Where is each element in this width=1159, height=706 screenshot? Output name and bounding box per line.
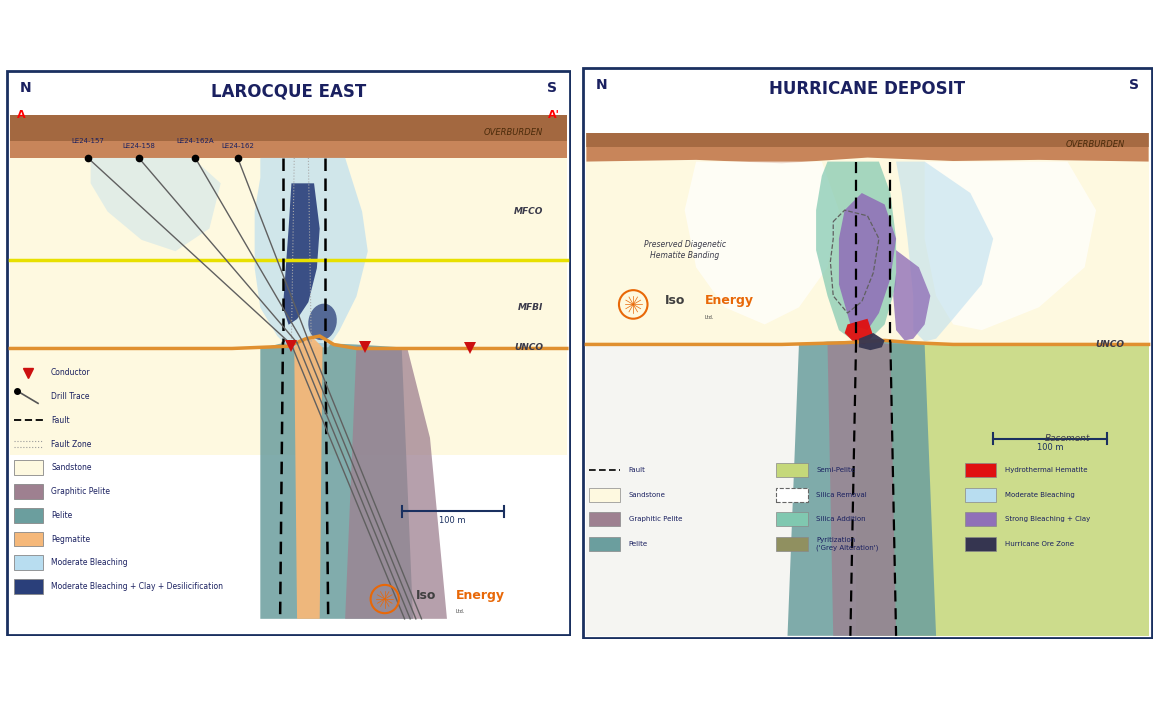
Text: 100 m: 100 m bbox=[1037, 443, 1064, 452]
Polygon shape bbox=[839, 193, 896, 330]
Text: OVERBURDEN: OVERBURDEN bbox=[1065, 140, 1124, 149]
Bar bbox=[589, 513, 620, 526]
Text: S: S bbox=[547, 80, 557, 95]
Polygon shape bbox=[816, 162, 896, 342]
Polygon shape bbox=[10, 116, 567, 141]
Text: Pegmatite: Pegmatite bbox=[51, 534, 90, 544]
Text: Pelite: Pelite bbox=[628, 541, 648, 547]
Bar bbox=[14, 556, 43, 570]
Text: Hurricane Ore Zone: Hurricane Ore Zone bbox=[1005, 541, 1073, 547]
Text: Moderate Bleaching: Moderate Bleaching bbox=[51, 558, 127, 568]
Text: N: N bbox=[20, 80, 31, 95]
Polygon shape bbox=[925, 162, 1096, 330]
Text: Iso: Iso bbox=[416, 589, 436, 602]
Text: MFBI: MFBI bbox=[518, 304, 544, 312]
Polygon shape bbox=[10, 116, 567, 158]
Polygon shape bbox=[261, 342, 413, 619]
Text: Fault: Fault bbox=[51, 416, 70, 425]
Text: Energy: Energy bbox=[455, 589, 504, 602]
Bar bbox=[964, 488, 996, 501]
Polygon shape bbox=[894, 250, 931, 340]
FancyBboxPatch shape bbox=[583, 68, 1152, 638]
Bar bbox=[964, 463, 996, 477]
Text: Preserved Diagenetic
Hematite Banding: Preserved Diagenetic Hematite Banding bbox=[643, 241, 726, 260]
Bar bbox=[777, 537, 808, 551]
Text: LE24-162A: LE24-162A bbox=[176, 138, 214, 144]
Text: A: A bbox=[17, 110, 25, 120]
Text: N: N bbox=[596, 78, 607, 92]
Text: LE24-158: LE24-158 bbox=[122, 143, 155, 150]
Polygon shape bbox=[586, 133, 1149, 148]
FancyBboxPatch shape bbox=[10, 116, 567, 455]
Polygon shape bbox=[345, 346, 447, 619]
Text: Pyritization
('Grey Alteration'): Pyritization ('Grey Alteration') bbox=[816, 537, 879, 551]
Text: HURRICANE DEPOSIT: HURRICANE DEPOSIT bbox=[770, 80, 965, 98]
Bar bbox=[586, 133, 1149, 345]
Text: Pelite: Pelite bbox=[51, 511, 72, 520]
Bar bbox=[14, 579, 43, 594]
Polygon shape bbox=[586, 133, 1149, 163]
Bar bbox=[964, 537, 996, 551]
Ellipse shape bbox=[308, 304, 337, 340]
Bar bbox=[586, 113, 1149, 133]
Polygon shape bbox=[828, 342, 896, 636]
Text: Moderate Bleaching: Moderate Bleaching bbox=[1005, 491, 1074, 498]
Text: Graphitic Pelite: Graphitic Pelite bbox=[628, 516, 681, 522]
Text: LAROCQUE EAST: LAROCQUE EAST bbox=[211, 83, 366, 101]
Bar bbox=[14, 484, 43, 499]
Bar bbox=[589, 537, 620, 551]
Polygon shape bbox=[685, 162, 839, 325]
Text: OVERBURDEN: OVERBURDEN bbox=[483, 128, 544, 137]
Text: Ltd.: Ltd. bbox=[705, 314, 714, 320]
Text: Conductor: Conductor bbox=[51, 369, 90, 377]
Polygon shape bbox=[859, 333, 884, 350]
FancyBboxPatch shape bbox=[7, 71, 570, 635]
Text: Graphitic Pelite: Graphitic Pelite bbox=[51, 487, 110, 496]
Text: Strong Bleaching + Clay: Strong Bleaching + Clay bbox=[1005, 516, 1089, 522]
Text: Silica Addition: Silica Addition bbox=[816, 516, 866, 522]
Bar bbox=[589, 488, 620, 501]
Bar bbox=[14, 532, 43, 546]
Polygon shape bbox=[787, 342, 936, 636]
Text: 100 m: 100 m bbox=[439, 515, 466, 525]
Polygon shape bbox=[857, 345, 1149, 636]
Text: UNCO: UNCO bbox=[1095, 340, 1124, 349]
Text: Sandstone: Sandstone bbox=[51, 463, 92, 472]
Polygon shape bbox=[294, 339, 322, 619]
Bar bbox=[14, 460, 43, 475]
Text: Basement: Basement bbox=[1044, 434, 1091, 443]
Text: Sandstone: Sandstone bbox=[628, 491, 665, 498]
Polygon shape bbox=[90, 158, 220, 251]
Text: Semi-Pelite: Semi-Pelite bbox=[816, 467, 855, 473]
Text: A': A' bbox=[548, 110, 560, 120]
Polygon shape bbox=[845, 318, 873, 345]
Text: Silica Removal: Silica Removal bbox=[816, 491, 867, 498]
Text: Iso: Iso bbox=[664, 294, 685, 307]
Bar bbox=[14, 508, 43, 522]
Text: MFCO: MFCO bbox=[513, 207, 544, 216]
Polygon shape bbox=[255, 158, 367, 347]
Text: Fault Zone: Fault Zone bbox=[51, 440, 92, 448]
Text: LE24-162: LE24-162 bbox=[221, 143, 254, 150]
Polygon shape bbox=[283, 184, 320, 325]
Polygon shape bbox=[896, 162, 993, 342]
Text: Drill Trace: Drill Trace bbox=[51, 392, 89, 401]
Text: Energy: Energy bbox=[705, 294, 753, 307]
Text: Moderate Bleaching + Clay + Desilicification: Moderate Bleaching + Clay + Desilicifica… bbox=[51, 582, 223, 591]
Text: Ltd.: Ltd. bbox=[455, 609, 465, 614]
Bar bbox=[777, 513, 808, 526]
Text: UNCO: UNCO bbox=[515, 343, 544, 352]
Text: S: S bbox=[1129, 78, 1139, 92]
Text: Hydrothermal Hematite: Hydrothermal Hematite bbox=[1005, 467, 1087, 473]
Bar bbox=[777, 488, 808, 501]
Bar bbox=[964, 513, 996, 526]
Bar bbox=[586, 345, 1149, 636]
Bar bbox=[777, 463, 808, 477]
Text: LE24-157: LE24-157 bbox=[72, 138, 104, 144]
Text: Fault: Fault bbox=[628, 467, 646, 473]
